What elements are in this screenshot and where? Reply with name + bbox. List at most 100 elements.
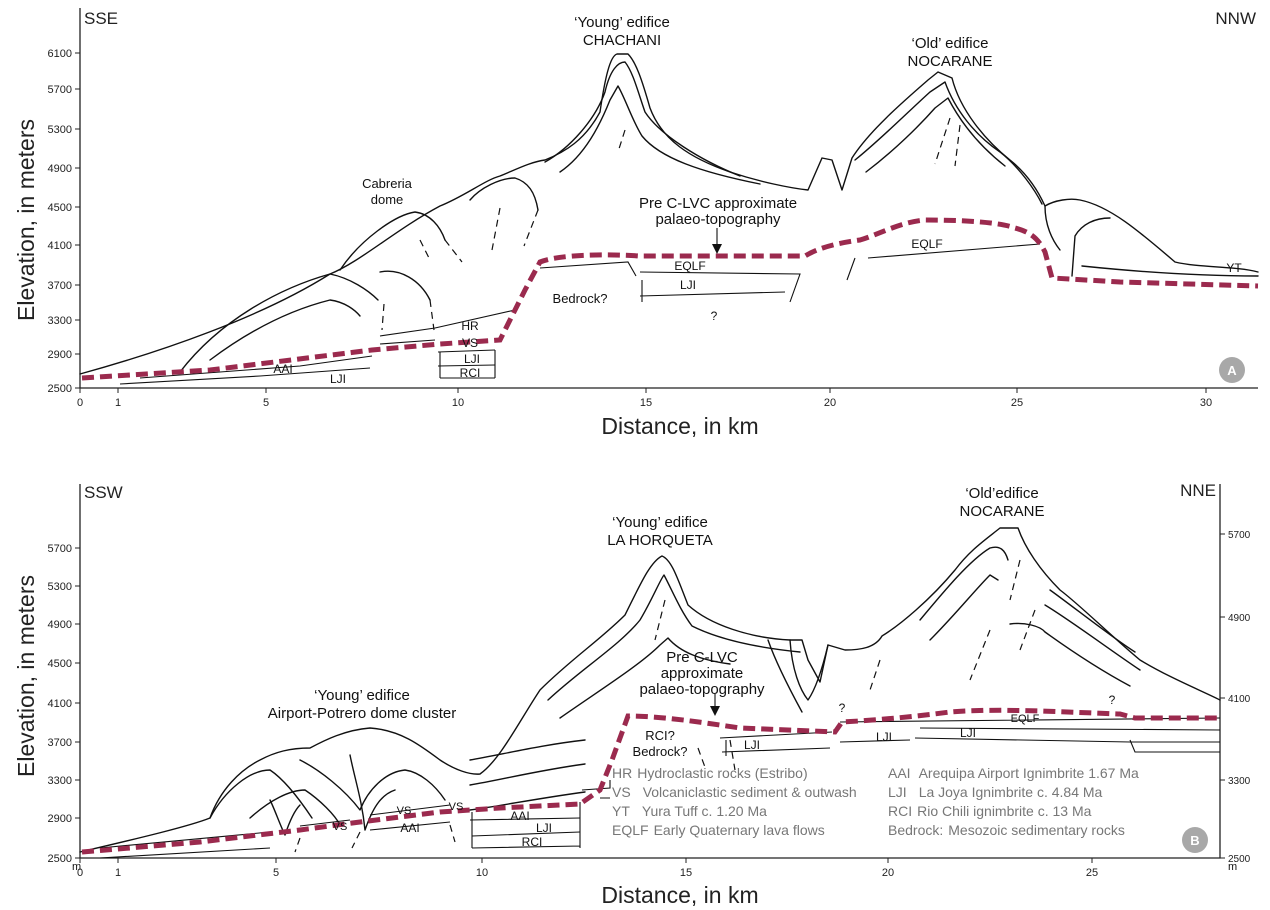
panel-a-nocarane-inner-2 xyxy=(865,97,1006,173)
panel-a-ytick: 4500 xyxy=(48,202,72,214)
panel-a-x-axis-title: Distance, in km xyxy=(601,413,758,439)
panel-b-airport-title-2: Airport-Potrero dome cluster xyxy=(268,705,456,722)
panel-b-ytick-right: 2500 xyxy=(1228,854,1251,865)
panel-b-paleo-arrowhead xyxy=(710,706,720,716)
panel-b-paleo-label-3: palaeo-topography xyxy=(639,681,765,698)
panel-b-lahorqueta-conduit xyxy=(654,599,666,641)
panel-b-stratum-steps xyxy=(581,780,611,799)
panel-b-y-ticks-right: 2500 3300 4100 4900 5700 m xyxy=(1220,530,1251,873)
panel-b-m-left: m xyxy=(72,861,81,873)
panel-a-unit-eqlf: EQLF xyxy=(674,259,705,273)
panel-b-ytick-right: 4900 xyxy=(1228,613,1251,624)
panel-b-nocarane-shoulder xyxy=(1009,589,1141,687)
panel-a-badge-label: A xyxy=(1227,363,1237,378)
panel-a-chachani-inner-2 xyxy=(559,85,761,185)
panel-b-ytick: 5300 xyxy=(48,581,72,593)
panel-a-ridge-conduit xyxy=(491,207,539,251)
panel-a-unit-lji: LJI xyxy=(330,372,346,386)
panel-b-lahorqueta-title-1: ‘Young’ edifice xyxy=(612,514,708,531)
panel-a-y-ticks: 2500 2900 3300 3700 4100 4500 4900 5300 … xyxy=(48,48,80,395)
panel-a-ytick: 6100 xyxy=(48,48,72,60)
panel-b-paleo-label-2: approximate xyxy=(661,665,744,682)
panel-b-stratum-lji xyxy=(99,831,581,859)
panel-a-unit-yt: YT xyxy=(1226,261,1242,275)
panel-a-chachani-title-2: CHACHANI xyxy=(583,32,661,49)
panel-b-xtick: 20 xyxy=(882,867,894,879)
panel-b-airport-dome-3 xyxy=(299,759,446,811)
panel-b-y-ticks: 2500 2900 3300 3700 4100 4500 4900 5300 … xyxy=(48,543,82,873)
panel-a-chachani-inner-1 xyxy=(544,61,741,177)
panel-a-left-dome xyxy=(179,273,379,373)
panel-a-cabreria-label-2: dome xyxy=(371,192,404,207)
panel-b-x-axis-title: Distance, in km xyxy=(601,882,758,908)
panel-a-ytick: 2900 xyxy=(48,349,72,361)
panel-a-corner-left: SSE xyxy=(84,9,118,28)
panel-a-xtick: 5 xyxy=(263,397,269,409)
panel-b-unit-vs: VS xyxy=(333,821,348,833)
panel-a-ridge-dome xyxy=(469,177,539,211)
panel-a: 2500 2900 3300 3700 4100 4500 4900 5300 … xyxy=(13,8,1259,439)
panel-b-stratum-lji-mid xyxy=(719,731,833,756)
panel-b-unit-lji-r2: LJI xyxy=(960,726,976,740)
panel-a-unit-question: ? xyxy=(711,309,718,323)
panel-b-unit-lji: LJI xyxy=(536,821,552,835)
panel-a-unit-lji-mid: LJI xyxy=(680,278,696,292)
panel-a-unit-eqlf-right: EQLF xyxy=(911,237,942,251)
legend-item-yt: YT Yura Tuff c. 1.20 Ma xyxy=(612,803,767,819)
panel-a-xtick: 25 xyxy=(1011,397,1023,409)
panel-a-y-axis-title: Elevation, in meters xyxy=(13,119,39,321)
panel-b-ytick: 4900 xyxy=(48,619,72,631)
panel-a-stratum-lji xyxy=(119,364,496,385)
panel-b-airport-dome-4 xyxy=(349,754,396,831)
panel-b-ytick: 4500 xyxy=(48,658,72,670)
panel-b-xtick: 15 xyxy=(680,867,692,879)
panel-a-stratum-eqlf xyxy=(639,271,801,303)
panel-b-legend: HR Hydroclastic rocks (Estribo) VS Volcani… xyxy=(612,765,1139,838)
panel-b-corner-right: NNE xyxy=(1180,481,1216,500)
panel-a-chachani-conduit xyxy=(617,129,626,153)
panel-b-nocarane-conduit xyxy=(869,559,1036,691)
panel-b-unit-q2: ? xyxy=(1109,693,1116,707)
panel-a-paleo-label-1: Pre C-LVC approximate xyxy=(639,195,797,212)
panel-a-xtick: 20 xyxy=(824,397,836,409)
panel-a-unit-vs: VS xyxy=(462,336,478,350)
panel-b: 2500 2900 3300 3700 4100 4500 4900 5300 … xyxy=(13,481,1251,908)
panel-a-ytick: 4900 xyxy=(48,163,72,175)
panel-a-ytick: 5700 xyxy=(48,84,72,96)
panel-b-xtick: 0 xyxy=(77,867,83,879)
panel-b-xtick: 10 xyxy=(476,867,488,879)
panel-b-airport-dome-2 xyxy=(249,789,341,826)
panel-b-stratum-dashes xyxy=(294,739,736,853)
panel-a-ytick: 3300 xyxy=(48,315,72,327)
panel-a-stratum-eqlf-right xyxy=(846,243,1041,281)
panel-a-ytick: 5300 xyxy=(48,124,72,136)
panel-a-cabreria-label-1: Cabreria xyxy=(362,176,413,191)
legend-item-aai: AAI Arequipa Airport Ignimbrite 1.67 Ma xyxy=(888,765,1139,781)
panel-b-xtick: 25 xyxy=(1086,867,1098,879)
panel-a-stratum-vs xyxy=(379,339,496,353)
panel-b-x-ticks: 0 1 5 10 15 20 25 xyxy=(77,858,1098,879)
panel-a-nocarane-conduit xyxy=(934,117,961,167)
panel-b-unit-q1: ? xyxy=(839,701,846,715)
panel-b-unit-rci-bedrock-2: Bedrock? xyxy=(633,744,688,759)
panel-b-lahorqueta-title-2: LA HORQUETA xyxy=(607,532,713,549)
panel-b-m-right: m xyxy=(1228,861,1237,873)
panel-a-dome-lobe xyxy=(379,270,431,301)
legend-item-bedrock: Bedrock: Mesozoic sedimentary rocks xyxy=(888,822,1125,838)
panel-a-unit-hr: HR xyxy=(461,319,479,333)
panel-b-ytick: 5700 xyxy=(48,543,72,555)
panel-a-yt-flow xyxy=(1081,265,1259,277)
panel-a-stratum-rci xyxy=(439,350,496,379)
panel-b-lahorqueta-inner-2 xyxy=(559,637,731,719)
legend-item-hr: HR Hydroclastic rocks (Estribo) xyxy=(612,765,808,781)
panel-b-y-axis-title: Elevation, in meters xyxy=(13,575,39,777)
panel-a-cabreria-dome xyxy=(339,211,446,271)
panel-b-badge xyxy=(1182,827,1208,853)
panel-a-ytick: 2500 xyxy=(48,383,72,395)
panel-a-unit-bedrock: Bedrock? xyxy=(553,291,608,306)
panel-a-xtick: 15 xyxy=(640,397,652,409)
panel-a-ytick: 4100 xyxy=(48,240,72,252)
panel-b-ytick: 2500 xyxy=(48,853,72,865)
panel-a-palaeo-topography xyxy=(81,217,1259,381)
